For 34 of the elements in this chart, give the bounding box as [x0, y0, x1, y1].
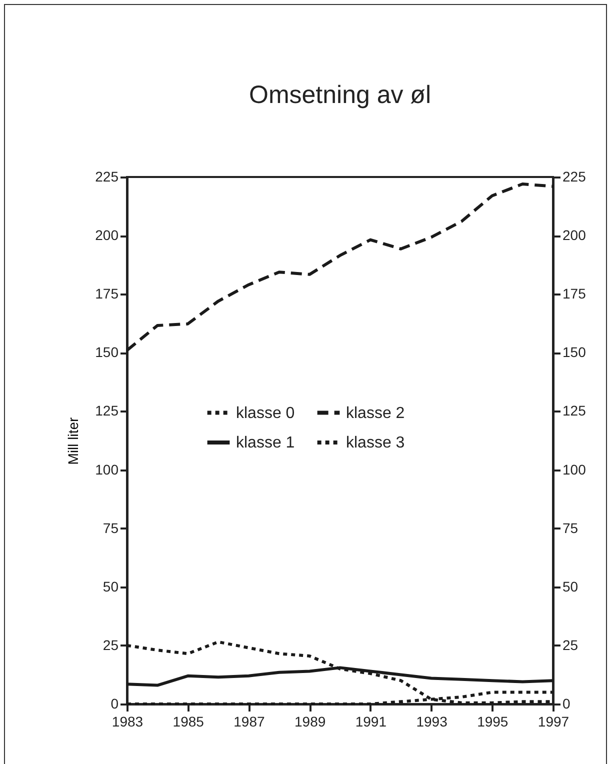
x-tick-label: 1995: [477, 714, 508, 730]
y-tick-label: 0: [110, 696, 119, 712]
x-tick-label: 1983: [112, 714, 144, 730]
y-tick-label: 50: [102, 578, 119, 594]
y2-tick-label: 200: [562, 227, 586, 244]
x-tick-label: 1997: [538, 714, 570, 730]
y-tick-label: 225: [95, 168, 119, 184]
y2-tick-label: 150: [562, 344, 586, 360]
y-tick-label: 25: [102, 636, 119, 653]
legend-label: klasse 0: [236, 404, 295, 422]
y2-tick-label: 75: [562, 520, 578, 536]
y-tick-label: 175: [95, 286, 119, 302]
x-tick-label: 1987: [234, 714, 265, 730]
y2-tick-label: 25: [562, 636, 578, 653]
legend-label: klasse 3: [346, 434, 405, 452]
legend-label: klasse 1: [236, 434, 295, 452]
x-tick-label: 1991: [355, 714, 387, 730]
y2-tick-label: 0: [562, 696, 570, 712]
y2-tick-label: 125: [562, 402, 586, 419]
y-axis-title: Mill liter: [65, 416, 82, 465]
y-tick-label: 100: [95, 461, 119, 478]
y-tick-label: 150: [95, 344, 119, 360]
y-tick-label: 125: [95, 402, 119, 419]
legend-label: klasse 2: [346, 404, 405, 422]
y2-tick-label: 100: [562, 461, 586, 478]
x-tick-label: 1985: [172, 714, 204, 730]
y2-tick-label: 50: [562, 578, 578, 594]
y-tick-label: 200: [95, 227, 119, 244]
x-tick-label: 1989: [294, 714, 326, 730]
chart-title: Omsetning av øl: [248, 81, 432, 109]
y2-tick-label: 225: [562, 168, 586, 184]
y-tick-label: 75: [102, 520, 119, 536]
x-tick-label: 1993: [416, 714, 448, 730]
y2-tick-label: 175: [562, 286, 586, 302]
